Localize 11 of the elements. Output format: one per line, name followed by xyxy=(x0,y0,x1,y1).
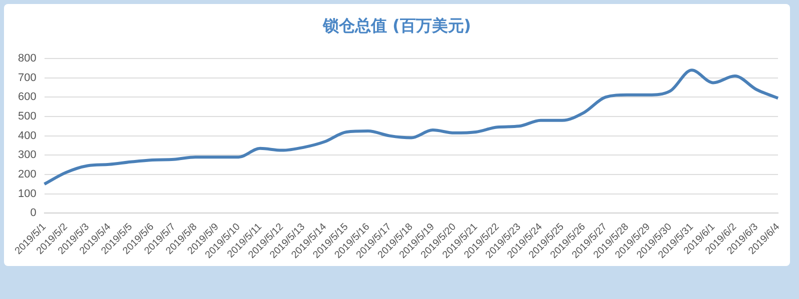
y-tick-label: 700 xyxy=(18,72,36,84)
y-tick-label: 400 xyxy=(18,130,36,142)
y-tick-label: 500 xyxy=(18,110,36,123)
line-series xyxy=(42,68,780,186)
y-tick-label: 600 xyxy=(18,91,36,104)
y-tick-label: 100 xyxy=(18,188,36,200)
y-tick-label: 800 xyxy=(18,52,36,65)
y-tick-label: 0 xyxy=(30,207,36,220)
chart-title: 锁仓总值 (百万美元) xyxy=(322,16,472,37)
y-tick-label: 300 xyxy=(18,149,36,162)
y-tick-label: 200 xyxy=(18,168,36,180)
